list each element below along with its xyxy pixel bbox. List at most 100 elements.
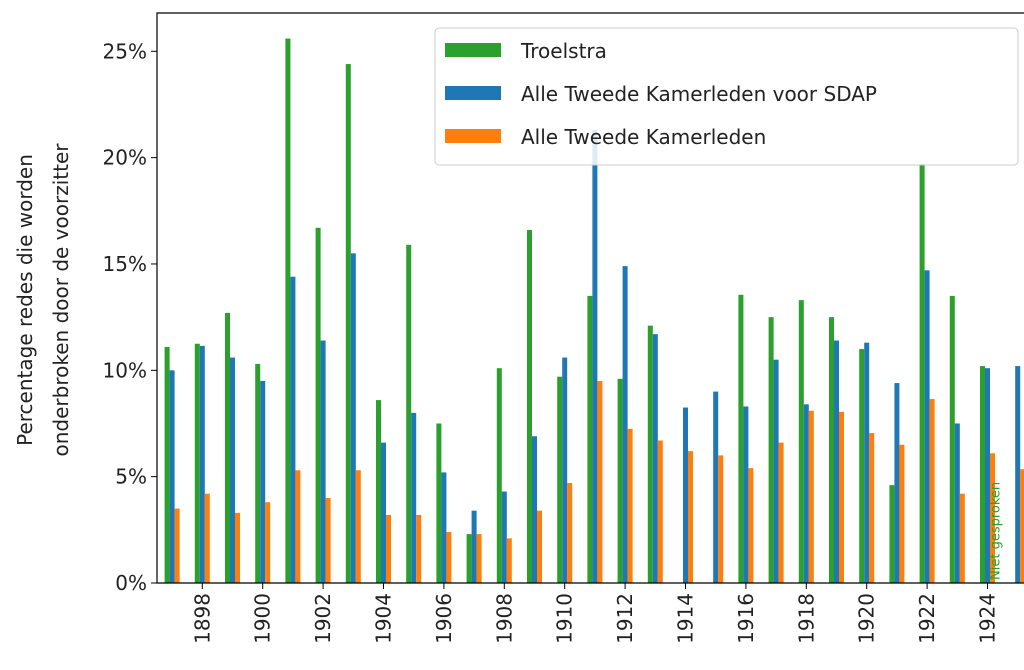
bar — [285, 38, 291, 583]
bar — [376, 400, 381, 583]
bar — [325, 497, 331, 583]
x-tick-label: 1918 — [794, 593, 818, 644]
legend-swatch — [445, 129, 501, 143]
bar — [386, 514, 391, 583]
bar — [230, 357, 235, 583]
bar — [622, 266, 628, 583]
y-tick-label: 15% — [103, 252, 147, 276]
y-tick-label: 20% — [103, 146, 147, 170]
bar — [537, 510, 542, 583]
x-tick-label: 1908 — [492, 593, 516, 644]
bar — [290, 276, 296, 583]
bar — [803, 404, 809, 583]
bar — [773, 359, 779, 583]
bar — [778, 442, 784, 583]
bar — [527, 229, 532, 583]
bar — [320, 340, 326, 583]
bar — [532, 436, 537, 583]
bar — [406, 244, 412, 583]
bar — [768, 317, 774, 583]
bar — [657, 440, 663, 583]
bar — [688, 451, 693, 583]
bar — [864, 342, 870, 583]
bar — [255, 363, 261, 583]
x-tick-label: 1922 — [915, 593, 939, 644]
bar — [990, 453, 995, 583]
bar — [834, 340, 839, 583]
x-tick-label: 1898 — [190, 593, 214, 644]
bar — [839, 411, 844, 583]
bar — [929, 399, 935, 583]
bar — [919, 164, 925, 584]
x-tick-label: 1924 — [976, 593, 1000, 644]
x-tick-label: 1902 — [311, 593, 335, 644]
legend: Troelstra Alle Tweede Kamerleden voor SDA… — [434, 27, 1019, 166]
bar — [829, 317, 834, 583]
bar — [718, 455, 724, 583]
bar — [562, 357, 568, 583]
bar — [345, 64, 351, 583]
y-tick-label: 0% — [115, 571, 147, 595]
bar — [924, 270, 930, 583]
x-tick-label: 1914 — [674, 593, 698, 644]
bar — [985, 368, 990, 583]
x-tick-label: 1920 — [855, 593, 879, 644]
bar — [496, 368, 502, 583]
bar — [949, 295, 955, 583]
y-tick-label: 5% — [115, 465, 147, 489]
bar — [899, 444, 905, 583]
bar — [859, 349, 865, 583]
bar — [738, 294, 744, 583]
bar — [592, 129, 598, 584]
bar — [471, 510, 477, 583]
bar — [748, 468, 754, 583]
bar — [959, 493, 965, 583]
bar — [713, 391, 719, 583]
bar — [446, 531, 452, 583]
legend-label: Alle Tweede Kamerleden voor SDAP — [521, 82, 877, 106]
bar — [501, 491, 507, 583]
bar — [315, 227, 321, 584]
bar — [265, 502, 271, 583]
bar — [174, 508, 180, 583]
bar — [683, 407, 688, 583]
bar — [235, 512, 240, 583]
x-tick-label: 1900 — [251, 593, 275, 644]
bar — [381, 442, 386, 583]
y-tick-label: 25% — [103, 39, 147, 63]
bar — [194, 343, 200, 583]
bar — [204, 493, 210, 583]
legend-swatch — [445, 43, 501, 57]
legend-label: Alle Tweede Kamerleden — [521, 125, 766, 149]
bar — [225, 312, 230, 583]
bar — [436, 423, 442, 583]
bar — [169, 370, 175, 583]
bar — [199, 345, 205, 583]
bar — [1020, 469, 1024, 583]
bar — [506, 538, 512, 583]
bar — [476, 534, 482, 583]
legend-box — [434, 27, 1019, 166]
bar — [869, 433, 875, 583]
bar — [798, 300, 804, 583]
bar — [894, 383, 900, 583]
bar — [466, 534, 472, 583]
x-tick-label: 1906 — [432, 593, 456, 644]
x-tick-label: 1904 — [372, 593, 396, 644]
bar — [557, 376, 563, 583]
bar — [743, 406, 749, 583]
bar — [416, 514, 422, 583]
annotation: Niet gesproken — [989, 482, 1004, 580]
bar — [889, 485, 895, 583]
y-axis-label: onderbroken door de voorzitter — [49, 143, 73, 457]
bar — [617, 378, 623, 583]
y-axis-label: Percentage redes die worden — [13, 154, 37, 446]
bar — [1015, 366, 1021, 583]
x-tick-label: 1912 — [613, 593, 637, 644]
bar — [411, 412, 417, 583]
y-tick-label: 10% — [103, 358, 147, 382]
bar — [164, 346, 170, 583]
axes-frame — [156, 12, 1024, 584]
